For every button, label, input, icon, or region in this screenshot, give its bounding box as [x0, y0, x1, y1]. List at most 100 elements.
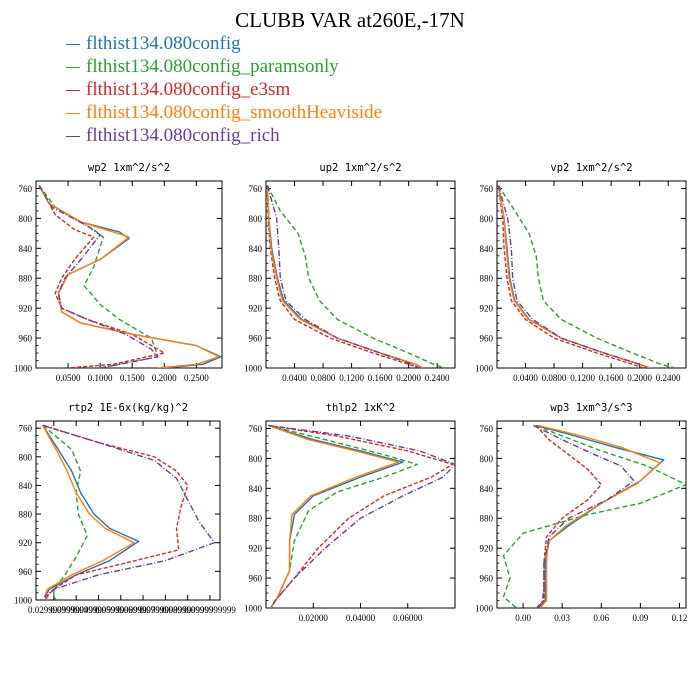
x-tick-label-3-5: 0.0799999999 [139, 605, 191, 615]
legend-label-3: flthist134.080config_smoothHeaviside [86, 102, 383, 123]
y-tick-label-2-2: 840 [480, 244, 494, 254]
x-tick-label-1-5: 0.2400 [425, 373, 450, 383]
y-tick-label-1-1: 800 [249, 214, 263, 224]
series-group-0 [38, 185, 222, 368]
chart-panel-5: wp3 1xm^3/s^3 760 800 840 880 920 960 1000 0.00 0… [475, 402, 687, 623]
series-line-3-3 [42, 424, 135, 600]
series-line-2-0 [497, 185, 651, 368]
y-tick-label-4-1: 800 [249, 454, 263, 464]
legend-label-2: flthist134.080config_e3sm [86, 79, 291, 100]
series-line-4-3 [268, 424, 399, 608]
series-group-1 [266, 185, 445, 368]
y-tick-label-0-2: 840 [19, 244, 33, 254]
series-line-2-1 [497, 185, 676, 368]
x-tick-label-0-1: 0.1000 [88, 373, 113, 383]
y-tick-label-3-0: 760 [19, 424, 33, 434]
x-tick-label-4-2: 0.06000 [393, 613, 423, 623]
y-tick-label-1-5: 960 [249, 334, 263, 344]
x-tick-label-5-2: 0.06 [593, 613, 609, 623]
y-tick-label-2-3: 880 [480, 274, 494, 284]
x-tick-label-2-0: 0.0400 [513, 373, 538, 383]
series-line-5-1 [502, 424, 686, 608]
legend-item-1: flthist134.080config_paramsonly [66, 55, 382, 78]
series-line-3-2 [42, 424, 189, 600]
y-tick-label-1-6: 1000 [244, 364, 263, 374]
x-tick-label-3-3: 0.0599999999 [95, 605, 147, 615]
chart-panel-4: thlp2 1xK^2 760 800 840 880 920 960 1000 0.02000… [244, 402, 456, 623]
plot-frame-5 [496, 420, 687, 609]
legend-label-4: flthist134.080config_rich [86, 125, 280, 146]
x-tick-label-3-2: 0.0499999999 [73, 605, 125, 615]
x-tick-label-5-0: 0.00 [515, 613, 531, 623]
series-line-3-1 [42, 424, 88, 600]
legend: flthist134.080config flthist134.080confi… [66, 32, 382, 147]
y-tick-label-4-4: 920 [249, 544, 263, 554]
chart-title-3: rtp2 1E-6x(kg/kg)^2 [68, 402, 188, 414]
plot-frame-0 [35, 180, 223, 369]
x-tick-label-1-4: 0.2000 [396, 373, 421, 383]
y-tick-label-0-6: 1000 [14, 364, 33, 374]
chart-title-4: thlp2 1xK^2 [326, 402, 396, 414]
series-line-0-3 [38, 185, 220, 368]
y-tick-label-1-3: 880 [249, 274, 263, 284]
x-tick-label-5-4: 0.12 [672, 613, 688, 623]
y-tick-label-5-4: 920 [480, 544, 494, 554]
x-tick-label-4-1: 0.04000 [346, 613, 376, 623]
chart-panel-3: rtp2 1E-6x(kg/kg)^2 760 800 840 880 920 960 100… [14, 402, 236, 615]
y-tick-label-5-5: 960 [480, 574, 494, 584]
legend-swatch-1 [66, 67, 80, 69]
x-tick-label-5-1: 0.03 [554, 613, 570, 623]
y-tick-label-4-2: 840 [249, 484, 263, 494]
y-tick-label-5-2: 840 [480, 484, 494, 494]
x-tick-label-3-7: 0.0999999999 [184, 605, 236, 615]
series-line-0-4 [38, 185, 159, 368]
series-group-2 [497, 185, 676, 368]
y-tick-label-0-4: 920 [19, 304, 33, 314]
x-tick-label-3-1: 0.0399999999 [50, 605, 102, 615]
x-tick-label-2-4: 0.2000 [627, 373, 652, 383]
x-tick-label-2-1: 0.0800 [542, 373, 567, 383]
y-tick-label-0-1: 800 [19, 214, 33, 224]
x-tick-label-3-0: 0.0299999999 [28, 605, 80, 615]
chart-title-2: vp2 1xm^2/s^2 [550, 162, 632, 174]
series-group-3 [42, 424, 216, 600]
series-line-4-1 [268, 424, 418, 608]
legend-swatch-2 [66, 90, 80, 92]
series-line-1-1 [266, 185, 445, 368]
legend-label-0: flthist134.080config [86, 33, 241, 54]
series-line-5-3 [538, 424, 661, 608]
series-line-1-4 [266, 185, 420, 368]
x-tick-label-1-0: 0.0400 [282, 373, 307, 383]
y-tick-label-3-3: 880 [19, 510, 33, 520]
chart-panel-2: vp2 1xm^2/s^2 760 800 840 880 920 960 1000 0.040… [475, 162, 687, 383]
series-line-4-0 [268, 424, 404, 608]
series-line-5-0 [535, 424, 665, 608]
page-title: CLUBB VAR at260E,-17N [235, 8, 465, 32]
legend-item-2: flthist134.080config_e3sm [66, 78, 382, 101]
plot-frame-1 [265, 180, 456, 369]
y-tick-label-2-6: 1000 [475, 364, 494, 374]
x-tick-label-3-4: 0.0699999999 [117, 605, 169, 615]
plot-frame-3 [35, 420, 221, 601]
x-tick-label-3-6: 0.0899999999 [162, 605, 214, 615]
y-tick-label-5-1: 800 [480, 454, 494, 464]
y-tick-label-2-1: 800 [480, 214, 494, 224]
x-tick-label-1-1: 0.0800 [311, 373, 336, 383]
x-tick-label-2-3: 0.1600 [599, 373, 624, 383]
legend-item-4: flthist134.080config_rich [66, 124, 382, 147]
y-tick-label-3-4: 920 [19, 538, 33, 548]
series-group-4 [268, 424, 455, 608]
x-tick-label-1-2: 0.1200 [339, 373, 364, 383]
x-tick-label-5-3: 0.09 [633, 613, 649, 623]
y-tick-label-5-3: 880 [480, 514, 494, 524]
chart-title-1: up2 1xm^2/s^2 [319, 162, 401, 174]
y-tick-label-2-4: 920 [480, 304, 494, 314]
series-line-5-4 [533, 424, 635, 608]
y-tick-label-2-5: 960 [480, 334, 494, 344]
chart-panel-1: up2 1xm^2/s^2 760 800 840 880 920 960 1000 0.040… [244, 162, 456, 383]
x-tick-label-4-0: 0.02000 [299, 613, 329, 623]
y-tick-label-3-5: 960 [19, 567, 33, 577]
series-line-4-4 [268, 424, 455, 608]
x-tick-label-0-0: 0.0500 [56, 373, 81, 383]
